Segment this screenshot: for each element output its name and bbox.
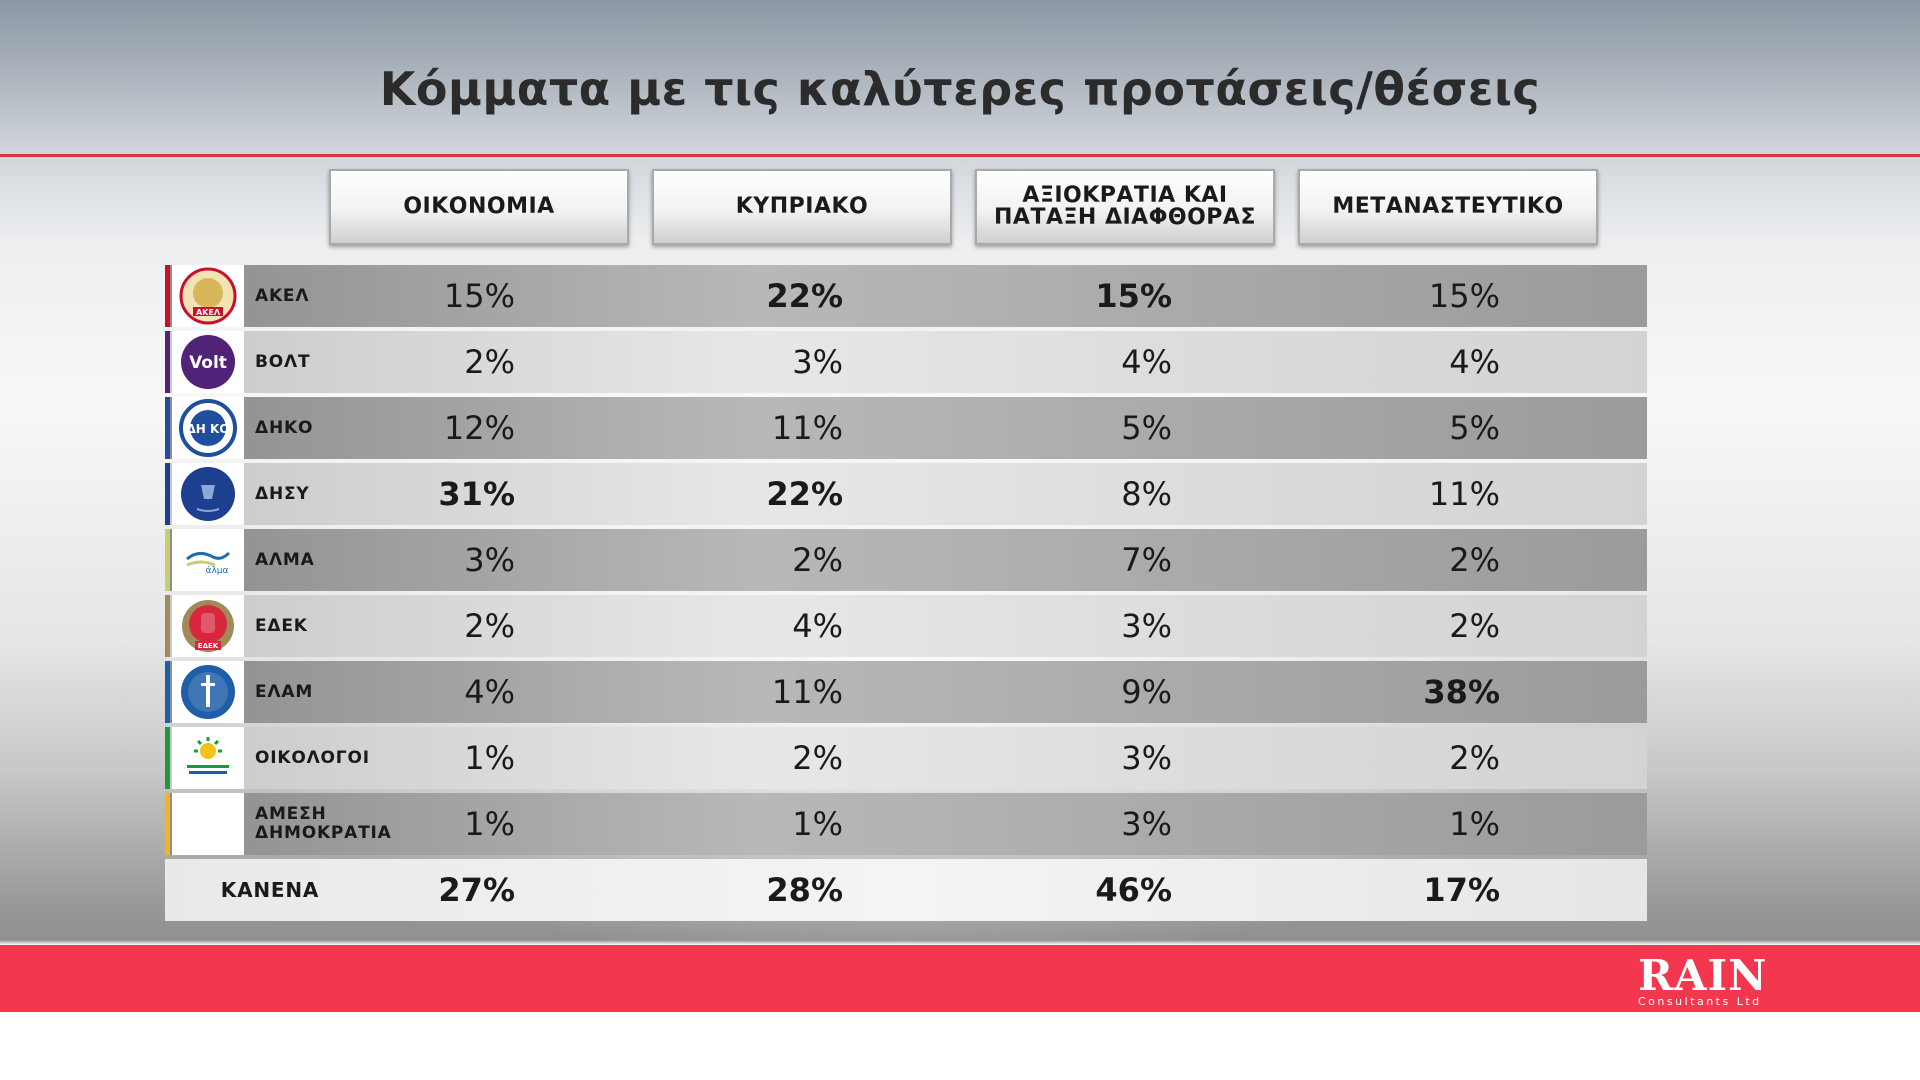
table-cell-value: 2%	[464, 607, 515, 645]
page-title: Κόμματα με τις καλύτερες προτάσεις/θέσει…	[379, 62, 1541, 116]
table-cell-value: 46%	[1095, 871, 1172, 909]
column-header-0: ΟΙΚΟΝΟΜΙΑ	[329, 169, 629, 245]
column-header-label: ΟΙΚΟΝΟΜΙΑ	[403, 194, 555, 219]
table-row: ΕΔΕΚ ΕΔΕΚ 2% 4% 3% 2%	[165, 595, 1647, 657]
table-cell-value: 31%	[438, 475, 515, 513]
party-color-stripe	[165, 661, 170, 723]
table-cell-value: 22%	[766, 277, 843, 315]
table-cell-value: 4%	[1121, 343, 1172, 381]
rain-logo: RAIN Consultants Ltd	[1638, 951, 1788, 1009]
party-color-stripe	[165, 595, 170, 657]
table-cell-value: 1%	[464, 805, 515, 843]
table-row: ΚΑΝΕΝΑ 27% 28% 46% 17%	[165, 859, 1647, 921]
edek-logo: ΕΔΕΚ	[172, 595, 244, 657]
table-cell-value: 4%	[792, 607, 843, 645]
party-color-stripe	[165, 463, 170, 525]
oikologoi-logo	[172, 727, 244, 789]
table-row: ΔΗΣΥ 31% 22% 8% 11%	[165, 463, 1647, 525]
party-name: ΕΔΕΚ	[255, 615, 308, 636]
table-cell-value: 28%	[766, 871, 843, 909]
table-cell-value: 11%	[771, 673, 843, 711]
party-color-stripe	[165, 793, 170, 855]
volt-logo: Volt	[172, 331, 244, 393]
table-cell-value: 7%	[1121, 541, 1172, 579]
table-cell-value: 5%	[1121, 409, 1172, 447]
column-header-label: ΚΥΠΡΙΑΚΟ	[735, 194, 869, 219]
table-cell-value: 1%	[1449, 805, 1500, 843]
table-row: ΟΙΚΟΛΟΓΟΙ 1% 2% 3% 2%	[165, 727, 1647, 789]
table-cell-value: 11%	[1428, 475, 1500, 513]
table-cell-value: 38%	[1423, 673, 1500, 711]
table-cell-value: 8%	[1121, 475, 1172, 513]
table-row: άλμα ΑΛΜΑ 3% 2% 7% 2%	[165, 529, 1647, 591]
table-cell-value: 4%	[464, 673, 515, 711]
party-name: ΑΚΕΛ	[255, 285, 310, 306]
table-cell-value: 9%	[1121, 673, 1172, 711]
party-name: ΔΗΚΟ	[255, 417, 314, 438]
svg-text:Volt: Volt	[189, 353, 227, 373]
party-color-stripe	[165, 397, 170, 459]
table-cell-value: 4%	[1449, 343, 1500, 381]
table-cell-value: 5%	[1449, 409, 1500, 447]
table-cell-value: 17%	[1423, 871, 1500, 909]
table-row: Volt ΒΟΛΤ 2% 3% 4% 4%	[165, 331, 1647, 393]
party-color-stripe	[165, 529, 170, 591]
title-divider	[0, 154, 1920, 157]
akel-logo: ΑΚΕΛ	[172, 265, 244, 327]
column-header-2: ΑΞΙΟΚΡΑΤΙΑ ΚΑΙ ΠΑΤΑΞΗ ΔΙΑΦΘΟΡΑΣ	[975, 169, 1275, 245]
table-cell-value: 27%	[438, 871, 515, 909]
table-cell-value: 2%	[792, 739, 843, 777]
table-row: ΑΜΕΣΗ ΔΗΜΟΚΡΑΤΙΑ 1% 1% 3% 1%	[165, 793, 1647, 855]
table-cell-value: 15%	[1095, 277, 1172, 315]
party-name: ΒΟΛΤ	[255, 351, 311, 372]
table-cell-value: 15%	[443, 277, 515, 315]
table-cell-value: 2%	[1449, 739, 1500, 777]
table-row: ΑΚΕΛ ΑΚΕΛ 15% 22% 15% 15%	[165, 265, 1647, 327]
column-header-1: ΚΥΠΡΙΑΚΟ	[652, 169, 952, 245]
svg-text:ΑΚΕΛ: ΑΚΕΛ	[196, 308, 221, 317]
column-header-label: ΜΕΤΑΝΑΣΤΕΥΤΙΚΟ	[1332, 194, 1564, 219]
disy-logo	[172, 463, 244, 525]
party-name: ΕΛΑΜ	[255, 681, 314, 702]
table-cell-value: 2%	[1449, 541, 1500, 579]
table-cell-value: 22%	[766, 475, 843, 513]
rain-brand: RAIN	[1638, 951, 1768, 1000]
table-cell-value: 1%	[792, 805, 843, 843]
table-cell-value: 2%	[792, 541, 843, 579]
party-color-stripe	[165, 727, 170, 789]
svg-text:ΔΗ ΚΟ: ΔΗ ΚΟ	[186, 422, 229, 436]
column-header-label: ΑΞΙΟΚΡΑΤΙΑ ΚΑΙ ΠΑΤΑΞΗ ΔΙΑΦΘΟΡΑΣ	[994, 183, 1256, 230]
rain-subtitle: Consultants Ltd	[1638, 995, 1762, 1008]
column-header-3: ΜΕΤΑΝΑΣΤΕΥΤΙΚΟ	[1298, 169, 1598, 245]
party-name: ΑΜΕΣΗ ΔΗΜΟΚΡΑΤΙΑ	[255, 804, 392, 843]
table-cell-value: 3%	[464, 541, 515, 579]
table-cell-value: 11%	[771, 409, 843, 447]
table-cell-value: 12%	[443, 409, 515, 447]
party-name: ΑΛΜΑ	[255, 549, 315, 570]
table-cell-value: 3%	[1121, 805, 1172, 843]
table-row: ΕΛΑΜ 4% 11% 9% 38%	[165, 661, 1647, 723]
table-cell-value: 15%	[1428, 277, 1500, 315]
table-row: ΔΗ ΚΟ ΔΗΚΟ 12% 11% 5% 5%	[165, 397, 1647, 459]
diko-logo: ΔΗ ΚΟ	[172, 397, 244, 459]
elam-logo	[172, 661, 244, 723]
party-name: ΟΙΚΟΛΟΓΟΙ	[255, 747, 370, 768]
table-cell-value: 3%	[1121, 739, 1172, 777]
table-cell-value: 3%	[792, 343, 843, 381]
amesi-logo	[172, 793, 244, 855]
table-cell-value: 2%	[464, 343, 515, 381]
svg-text:άλμα: άλμα	[206, 566, 229, 576]
party-color-stripe	[165, 331, 170, 393]
party-color-stripe	[165, 265, 170, 327]
table-cell-value: 1%	[464, 739, 515, 777]
party-name: ΔΗΣΥ	[255, 483, 310, 504]
footer-bar	[0, 945, 1920, 1012]
party-name: ΚΑΝΕΝΑ	[220, 877, 320, 902]
alma-logo: άλμα	[172, 529, 244, 591]
svg-text:ΕΔΕΚ: ΕΔΕΚ	[198, 642, 219, 650]
table-cell-value: 2%	[1449, 607, 1500, 645]
table-cell-value: 3%	[1121, 607, 1172, 645]
